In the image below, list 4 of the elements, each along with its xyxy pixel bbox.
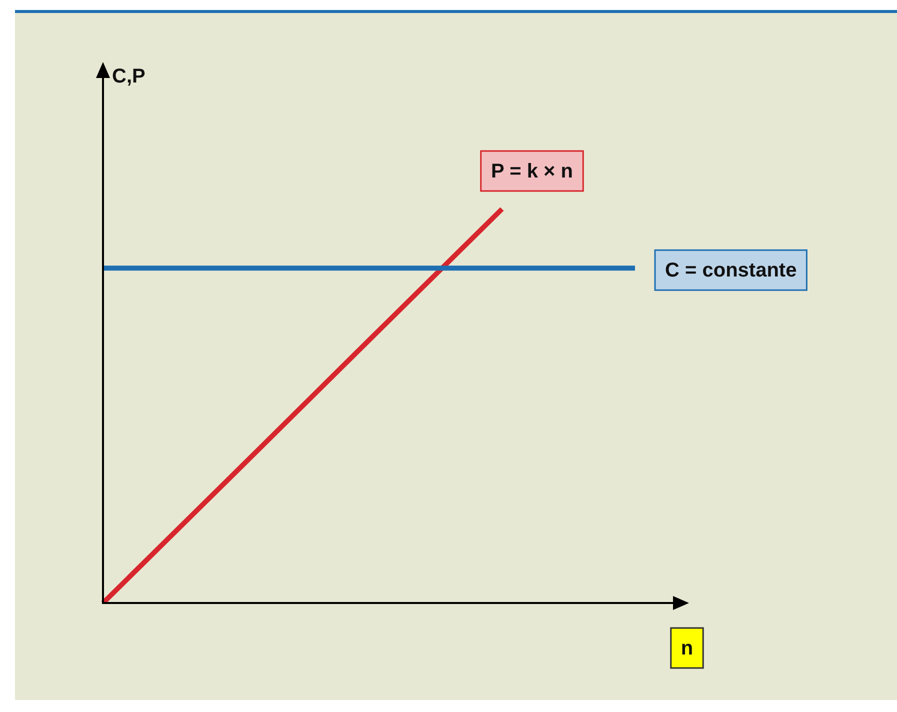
series-label: C = constante xyxy=(665,260,797,282)
text: C,P xyxy=(112,66,146,88)
x-axis-title: n xyxy=(680,638,694,660)
series-label: P = k × n xyxy=(491,160,573,182)
